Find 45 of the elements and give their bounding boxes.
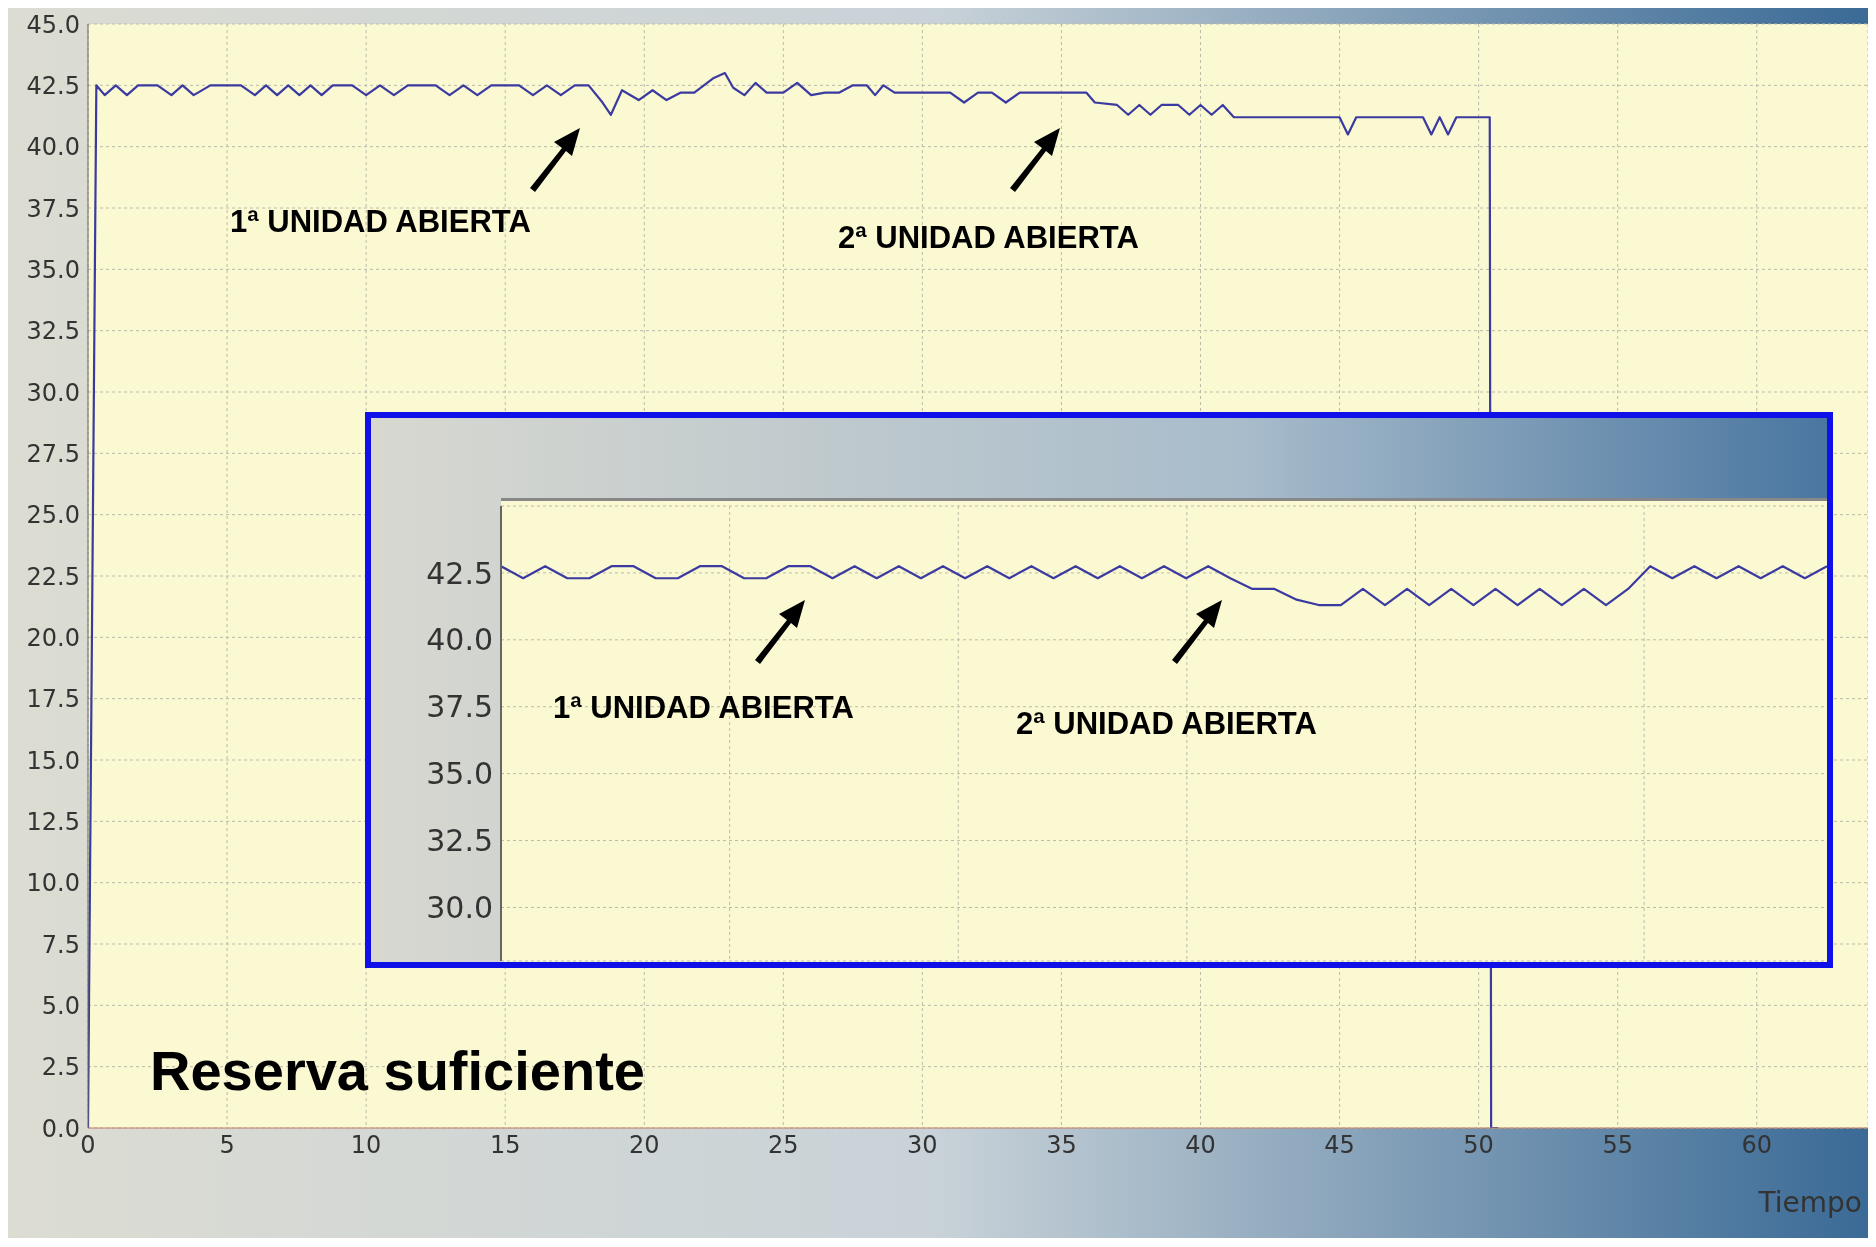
y-tick-label: 40.0 [426, 622, 493, 658]
x-axis-title: Tiempo [1757, 1186, 1862, 1219]
y-tick-label: 22.5 [26, 562, 80, 591]
x-tick-label: 10 [350, 1131, 382, 1160]
y-tick-label: 35.0 [426, 756, 493, 792]
y-tick-label: 37.5 [26, 194, 80, 223]
y-tick-label: 15.0 [26, 746, 80, 775]
y-tick-label: 17.5 [26, 685, 80, 714]
y-tick-label: 30.0 [26, 378, 80, 407]
y-tick-label: 32.5 [426, 823, 493, 859]
annotation: 1ª UNIDAD ABIERTA [553, 690, 854, 726]
y-tick-label: 10.0 [26, 869, 80, 898]
x-tick-label: 40 [1185, 1131, 1216, 1160]
x-tick-label: 35 [1046, 1131, 1077, 1160]
y-tick-label: 35.0 [26, 255, 80, 284]
x-tick-label: 20 [628, 1131, 660, 1160]
annotation: 1ª UNIDAD ABIERTA [230, 204, 531, 240]
x-tick-label: 50 [1463, 1131, 1494, 1160]
x-tick-label: 60 [1741, 1131, 1773, 1160]
annotation: 2ª UNIDAD ABIERTA [838, 220, 1139, 256]
y-tick-label: 42.5 [426, 555, 493, 591]
x-tick-label: 25 [768, 1131, 799, 1160]
y-tick-label: 42.5 [26, 71, 80, 100]
x-tick-label: 5 [219, 1131, 235, 1160]
annotation: 2ª UNIDAD ABIERTA [1016, 706, 1317, 742]
y-tick-label: 0.0 [41, 1114, 80, 1143]
y-tick-label: 37.5 [426, 689, 493, 725]
y-tick-label: 2.5 [41, 1053, 80, 1082]
annotation: Reserva suficiente [150, 1038, 645, 1103]
x-tick-label: 0 [80, 1131, 96, 1160]
y-tick-label: 20.0 [26, 623, 80, 652]
y-tick-label: 30.0 [426, 890, 493, 926]
y-tick-label: 27.5 [26, 439, 80, 468]
y-tick-label: 7.5 [41, 930, 80, 959]
x-tick-label: 30 [907, 1131, 938, 1160]
line-series [499, 565, 1827, 607]
x-tick-label: 15 [489, 1131, 521, 1160]
x-tick-label: 45 [1324, 1131, 1355, 1160]
y-tick-label: 25.0 [26, 501, 80, 530]
y-tick-label: 12.5 [26, 807, 80, 836]
y-tick-label: 45.0 [26, 10, 80, 39]
x-tick-label: 55 [1602, 1131, 1633, 1160]
y-tick-label: 40.0 [26, 133, 80, 162]
y-tick-label: 32.5 [26, 317, 80, 346]
y-tick-label: 5.0 [41, 991, 80, 1020]
